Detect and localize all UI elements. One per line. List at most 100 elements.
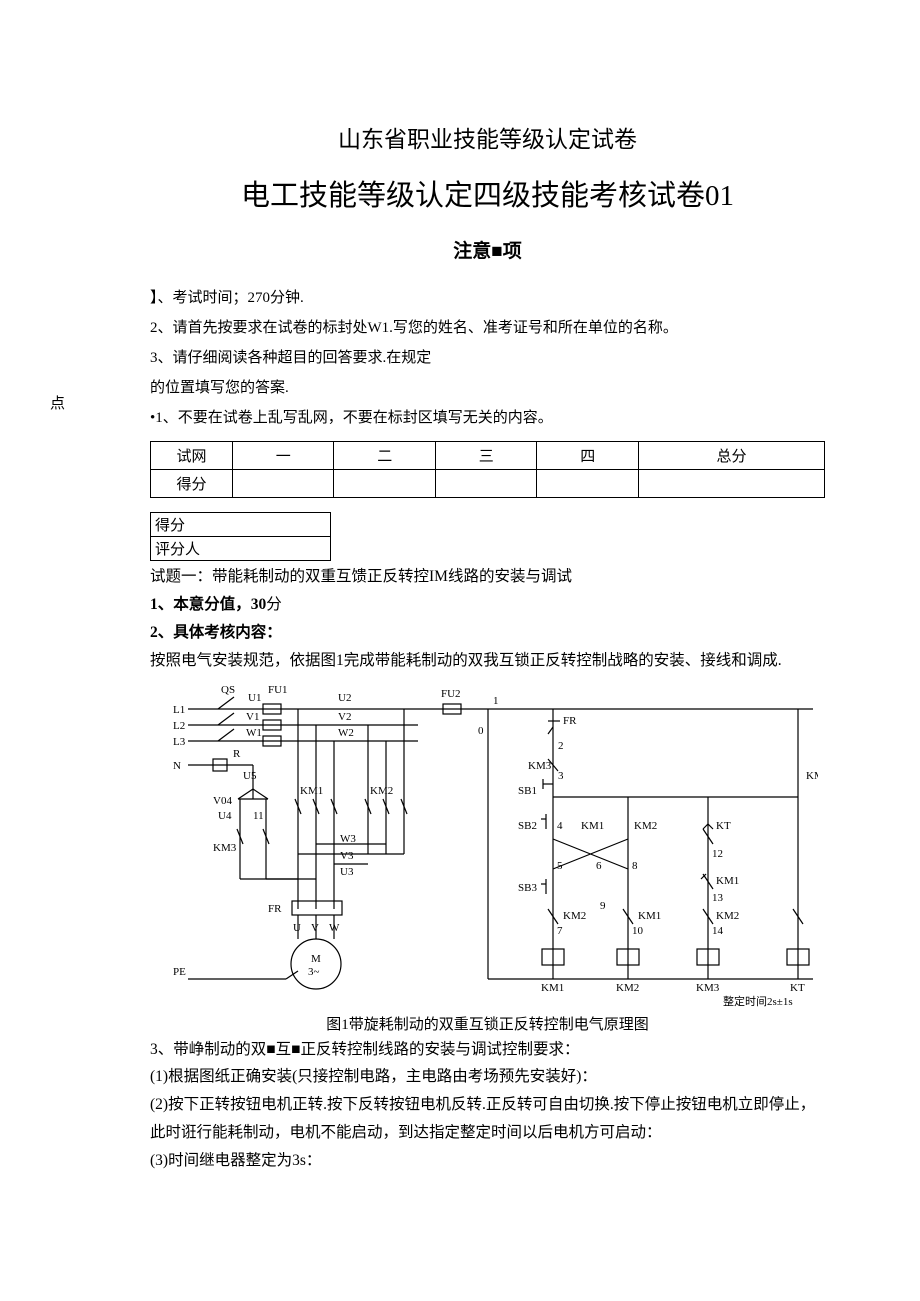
question1-points: 1、本意分值，30分 bbox=[150, 591, 825, 619]
score-col-header: 四 bbox=[537, 442, 638, 470]
lbl: M bbox=[311, 953, 321, 965]
lbl: W3 bbox=[340, 833, 356, 845]
instruction-line: 】、考试时间；270分钟. bbox=[150, 283, 825, 313]
score-col-header: 三 bbox=[435, 442, 536, 470]
question-body: 试题一：带能耗制动的双重互馈正反转控IM线路的安装与调试 1、本意分值，30分 … bbox=[150, 563, 825, 675]
instruction-line: 3、请仔细阅读各种超目的回答要求.在规定 bbox=[150, 343, 825, 373]
lbl: L2 bbox=[173, 720, 185, 732]
requirement-item: (1)根据图纸正确安装(只接控制电路，主电路由考场预先安装好)： bbox=[150, 1063, 825, 1091]
lbl: 0 bbox=[478, 725, 484, 737]
instruction-line: 的位置填写您的答案. bbox=[150, 373, 825, 403]
lbl: 4 bbox=[557, 820, 563, 832]
lbl: 12 bbox=[712, 848, 723, 860]
score-col-header: 二 bbox=[334, 442, 435, 470]
table-row: 得分 bbox=[151, 470, 825, 498]
lbl: KT bbox=[716, 820, 731, 832]
lbl: V1 bbox=[246, 711, 259, 723]
lbl: 9 bbox=[600, 900, 606, 912]
gp-grader-label: 评分人 bbox=[151, 537, 331, 561]
score-cell bbox=[334, 470, 435, 498]
lbl: U5 bbox=[243, 770, 257, 782]
lbl: W1 bbox=[246, 727, 262, 739]
lbl: FU1 bbox=[268, 684, 288, 696]
lbl: U1 bbox=[248, 692, 261, 704]
score-cell bbox=[233, 470, 334, 498]
lbl: 13 bbox=[712, 892, 724, 904]
points-prefix: 1、本意分值， bbox=[150, 596, 251, 613]
score-cell bbox=[435, 470, 536, 498]
lbl: KM3 bbox=[806, 770, 818, 782]
requirement-item: (3)时间继电器整定为3s： bbox=[150, 1147, 825, 1175]
lbl: U bbox=[293, 922, 301, 934]
gp-score-label: 得分 bbox=[151, 513, 331, 537]
score-table: 试网 一 二 三 四 总分 得分 bbox=[150, 441, 825, 498]
lbl: KM2 bbox=[716, 910, 739, 922]
lbl: V3 bbox=[340, 850, 354, 862]
instruction-bullet: •1、不要在试卷上乱写乱网，不要在标封区填写无关的内容。 bbox=[150, 403, 825, 433]
question1-subhead: 2、具体考核内容： bbox=[150, 619, 825, 647]
lbl: SB3 bbox=[518, 882, 537, 894]
lbl: SB2 bbox=[518, 820, 537, 832]
lbl: R bbox=[233, 748, 241, 760]
score-col-header: 一 bbox=[233, 442, 334, 470]
lbl: KM2 bbox=[634, 820, 657, 832]
table-row: 试网 一 二 三 四 总分 bbox=[151, 442, 825, 470]
lbl: KM2 bbox=[370, 785, 393, 797]
requirement-item: (2)按下正转按钮电机正转.按下反转按钮电机反转.正反转可自由切换.按下停止按钮… bbox=[150, 1091, 825, 1147]
lbl: 6 bbox=[596, 860, 602, 872]
paper-title: 电工技能等级认定四级技能考核试卷01 bbox=[150, 172, 825, 214]
lbl: KM1 bbox=[716, 875, 739, 887]
lbl: KM2 bbox=[616, 982, 639, 994]
lbl: PE bbox=[173, 966, 186, 978]
question1-paragraph: 按照电气安装规范，依据图1完成带能耗制动的双我互锁正反转控制战略的安装、接线和调… bbox=[150, 647, 825, 675]
lbl: V2 bbox=[338, 711, 351, 723]
lbl: 1 bbox=[493, 695, 499, 707]
lbl: N bbox=[173, 760, 181, 772]
lbl: 11 bbox=[253, 810, 264, 822]
lbl: U2 bbox=[338, 692, 351, 704]
lbl: L3 bbox=[173, 736, 186, 748]
score-cell bbox=[638, 470, 824, 498]
score-col-header: 总分 bbox=[638, 442, 824, 470]
requirements-heading: 3、带峥制动的双■互■正反转控制线路的安装与调试控制要求： bbox=[150, 1036, 825, 1064]
lbl: KT bbox=[790, 982, 805, 994]
lbl: 2 bbox=[558, 740, 564, 752]
points-value: 30 bbox=[251, 596, 267, 613]
lbl: FR bbox=[563, 715, 577, 727]
lbl: W bbox=[329, 922, 340, 934]
lbl: KM1 bbox=[300, 785, 323, 797]
score-cell bbox=[537, 470, 638, 498]
figure-caption: 图1带旋耗制动的双重互锁正反转控制电气原理图 bbox=[150, 1013, 825, 1034]
instructions-block: 】、考试时间；270分钟. 2、请首先按要求在试卷的标封处W1.写您的姓名、准考… bbox=[150, 283, 825, 433]
lbl: L1 bbox=[173, 704, 185, 716]
lbl: 3 bbox=[558, 770, 564, 782]
lbl: 8 bbox=[632, 860, 638, 872]
lbl: KM1 bbox=[581, 820, 604, 832]
lbl: W2 bbox=[338, 727, 354, 739]
score-row-label: 试网 bbox=[151, 442, 233, 470]
lbl: KM3 bbox=[696, 982, 720, 994]
lbl: KM1 bbox=[638, 910, 661, 922]
circuit-diagram: QS U1 FU1 U2 FU2 1 L1 L2 L3 V1 V2 W1 W2 … bbox=[158, 679, 818, 1009]
lbl: KM2 bbox=[563, 910, 586, 922]
lbl: 10 bbox=[632, 925, 644, 937]
lbl: 3~ bbox=[308, 966, 320, 978]
instruction-line: 2、请首先按要求在试卷的标封处W1.写您的姓名、准考证号和所在单位的名称。 bbox=[150, 313, 825, 343]
lbl: U4 bbox=[218, 810, 232, 822]
province-title: 山东省职业技能等级认定试卷 bbox=[150, 120, 825, 154]
lbl: 7 bbox=[557, 925, 563, 937]
question1-title: 试题一：带能耗制动的双重互馈正反转控IM线路的安装与调试 bbox=[150, 563, 825, 591]
grade-person-table: 得分 评分人 bbox=[150, 512, 331, 561]
lbl: U3 bbox=[340, 866, 354, 878]
lbl: SB1 bbox=[518, 785, 537, 797]
notice-heading: 注意■项 bbox=[150, 236, 825, 263]
lbl: FU2 bbox=[441, 688, 461, 700]
side-marker: 点 bbox=[50, 392, 65, 413]
lbl: KM3 bbox=[528, 760, 552, 772]
lbl: KM3 bbox=[213, 842, 237, 854]
lbl: V bbox=[311, 922, 319, 934]
lbl: FR bbox=[268, 903, 282, 915]
lbl: 整定时间2s±1s bbox=[723, 994, 793, 1008]
lbl: KM1 bbox=[541, 982, 564, 994]
requirements-block: 3、带峥制动的双■互■正反转控制线路的安装与调试控制要求： (1)根据图纸正确安… bbox=[150, 1036, 825, 1175]
